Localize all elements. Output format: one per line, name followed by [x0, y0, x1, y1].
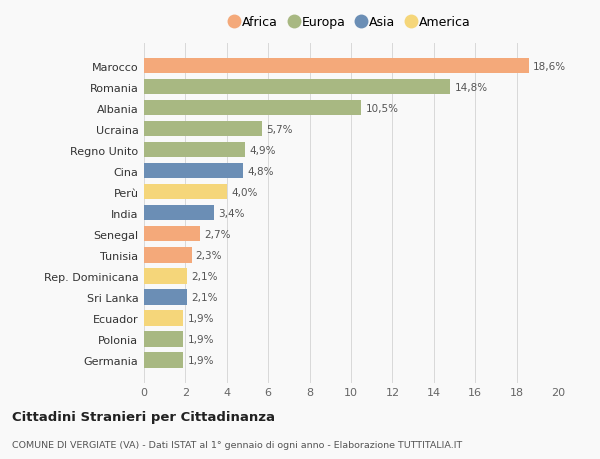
Text: 5,7%: 5,7%	[266, 124, 293, 134]
Text: 1,9%: 1,9%	[187, 334, 214, 344]
Bar	[144, 59, 529, 74]
Bar	[144, 248, 191, 263]
Text: 4,9%: 4,9%	[250, 146, 276, 156]
Text: 2,7%: 2,7%	[204, 230, 230, 240]
Text: 1,9%: 1,9%	[187, 313, 214, 323]
Bar	[144, 269, 187, 284]
Text: 18,6%: 18,6%	[533, 62, 566, 72]
Bar	[144, 164, 244, 179]
Text: 2,1%: 2,1%	[191, 292, 218, 302]
Bar	[144, 80, 451, 95]
Text: 14,8%: 14,8%	[455, 83, 488, 93]
Bar	[144, 227, 200, 242]
Bar	[144, 353, 184, 368]
Bar	[144, 122, 262, 137]
Text: 1,9%: 1,9%	[187, 355, 214, 365]
Legend: Africa, Europa, Asia, America: Africa, Europa, Asia, America	[231, 16, 471, 29]
Bar	[144, 185, 227, 200]
Text: 10,5%: 10,5%	[365, 104, 398, 113]
Text: 3,4%: 3,4%	[218, 208, 245, 218]
Bar	[144, 332, 184, 347]
Bar	[144, 290, 187, 305]
Text: 2,1%: 2,1%	[191, 271, 218, 281]
Bar	[144, 206, 214, 221]
Text: COMUNE DI VERGIATE (VA) - Dati ISTAT al 1° gennaio di ogni anno - Elaborazione T: COMUNE DI VERGIATE (VA) - Dati ISTAT al …	[12, 441, 462, 449]
Text: 2,3%: 2,3%	[196, 251, 222, 260]
Text: 4,0%: 4,0%	[231, 187, 257, 197]
Bar	[144, 101, 361, 116]
Bar	[144, 311, 184, 326]
Bar	[144, 143, 245, 158]
Text: 4,8%: 4,8%	[248, 167, 274, 176]
Text: Cittadini Stranieri per Cittadinanza: Cittadini Stranieri per Cittadinanza	[12, 410, 275, 423]
